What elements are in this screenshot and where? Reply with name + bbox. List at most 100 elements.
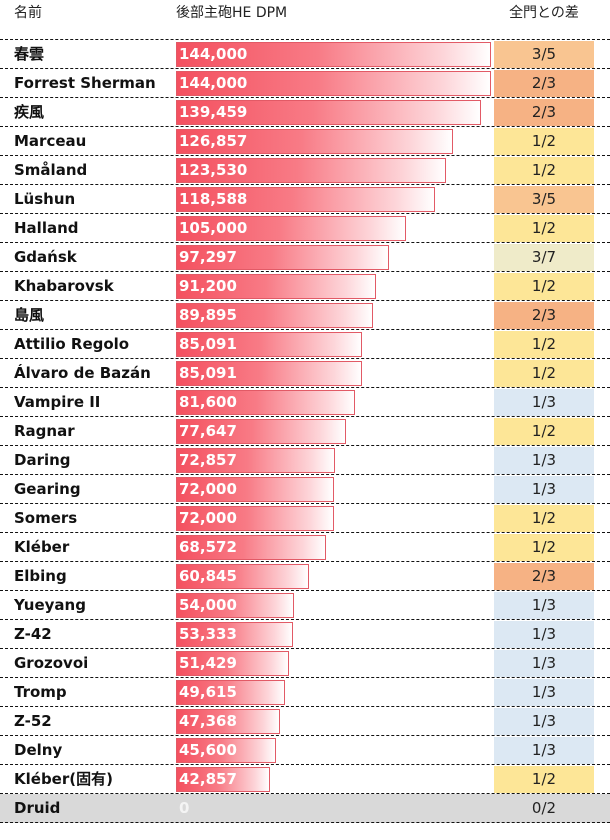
diff-cell: 1/3 [494,737,594,764]
dpm-value-label: 81,600 [179,393,237,411]
dpm-value-label: 85,091 [179,364,237,382]
dpm-value-label: 144,000 [179,45,248,63]
ship-name: Vampire II [14,393,101,411]
table-row: Elbing 60,845 2/3 [0,562,610,591]
table-row: Kléber 68,572 1/2 [0,533,610,562]
ship-name: Gearing [14,480,81,498]
table-row: Álvaro de Bazán 85,091 1/2 [0,359,610,388]
diff-cell: 2/3 [494,99,594,126]
table-row: Ragnar 77,647 1/2 [0,417,610,446]
table-row: 島風 89,895 2/3 [0,301,610,330]
dpm-value-label: 89,895 [179,306,237,324]
row-divider [0,184,610,185]
row-divider [0,242,610,243]
row-divider [0,358,610,359]
ship-name: Attilio Regolo [14,335,130,353]
diff-cell: 1/2 [494,157,594,184]
ship-name: Grozovoi [14,654,89,672]
row-divider [0,735,610,736]
row-divider [0,213,610,214]
dpm-bar [176,767,270,792]
row-divider [0,677,610,678]
dpm-value-label: 53,333 [179,625,237,643]
dpm-bar [176,419,346,444]
dpm-value-label: 45,600 [179,741,237,759]
dpm-bar [176,129,453,154]
dpm-value-label: 60,845 [179,567,237,585]
ship-name: Halland [14,219,79,237]
table-row: Gdańsk 97,297 3/7 [0,243,610,272]
table-row: Druid 0 0/2 [0,794,610,823]
dpm-bar [176,506,334,531]
diff-cell: 1/2 [494,418,594,445]
row-divider [0,97,610,98]
table-row: Z-42 53,333 1/3 [0,620,610,649]
diff-cell: 3/5 [494,186,594,213]
dpm-bar [176,738,276,763]
diff-cell: 1/2 [494,273,594,300]
dpm-value-label: 85,091 [179,335,237,353]
ship-name: Z-42 [14,625,52,643]
dpm-value-label: 0 [179,799,190,817]
dpm-bar [176,390,355,415]
table-row: Daring 72,857 1/3 [0,446,610,475]
ship-name: Kléber(固有) [14,770,113,788]
dpm-bar [176,71,491,96]
diff-cell: 1/2 [494,360,594,387]
ship-name: 疾風 [14,103,45,121]
diff-cell: 1/2 [494,766,594,793]
ship-name: Delny [14,741,63,759]
ship-name: Z-52 [14,712,52,730]
row-divider [0,474,610,475]
header-divider [0,39,610,40]
ship-name: Tromp [14,683,67,701]
diff-cell: 1/2 [494,128,594,155]
table-row: Z-52 47,368 1/3 [0,707,610,736]
dpm-bar [176,100,481,125]
dpm-value-label: 105,000 [179,219,248,237]
ship-name: Ragnar [14,422,75,440]
table-row: Forrest Sherman 144,000 2/3 [0,69,610,98]
ship-name: Gdańsk [14,248,77,266]
dpm-value-label: 77,647 [179,422,237,440]
header-diff: 全門との差 [509,5,579,21]
dpm-bar [176,187,435,212]
table-row: Khabarovsk 91,200 1/2 [0,272,610,301]
row-divider [0,387,610,388]
diff-cell: 1/3 [494,447,594,474]
dpm-value-label: 72,857 [179,451,237,469]
diff-cell: 1/3 [494,679,594,706]
dpm-bar [176,158,446,183]
ship-name: Marceau [14,132,87,150]
dpm-value-label: 72,000 [179,509,237,527]
dpm-bar [176,651,289,676]
row-divider [0,329,610,330]
diff-cell: 2/3 [494,563,594,590]
row-divider [0,822,610,823]
dpm-bar [176,477,334,502]
diff-cell: 1/3 [494,708,594,735]
header-name: 名前 [14,5,42,21]
diff-cell: 1/2 [494,331,594,358]
table-row: Småland 123,530 1/2 [0,156,610,185]
diff-cell: 1/2 [494,505,594,532]
diff-cell: 1/3 [494,389,594,416]
dpm-bar [176,274,376,299]
dpm-value-label: 144,000 [179,74,248,92]
dpm-value-label: 68,572 [179,538,237,556]
dpm-value-label: 47,368 [179,712,237,730]
dpm-value-label: 126,857 [179,132,248,150]
table-row: Attilio Regolo 85,091 1/2 [0,330,610,359]
dpm-bar [176,332,362,357]
row-divider [0,619,610,620]
dpm-value-label: 72,000 [179,480,237,498]
row-divider [0,532,610,533]
diff-cell: 0/2 [494,795,594,822]
diff-cell: 1/2 [494,215,594,242]
row-divider [0,271,610,272]
ship-name: Yueyang [14,596,86,614]
dpm-value-label: 49,615 [179,683,237,701]
dpm-bar [176,535,326,560]
table-row: Tromp 49,615 1/3 [0,678,610,707]
